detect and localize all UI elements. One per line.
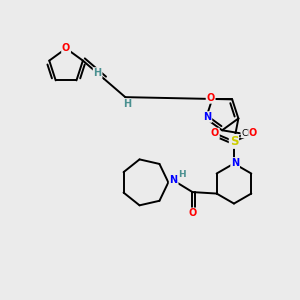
Text: N: N <box>203 112 211 122</box>
Text: O: O <box>249 128 257 139</box>
Text: H: H <box>123 100 131 110</box>
Text: CH₃: CH₃ <box>241 129 258 138</box>
Text: O: O <box>206 93 215 103</box>
Text: N: N <box>169 175 178 185</box>
Text: O: O <box>211 128 219 139</box>
Text: O: O <box>188 208 196 218</box>
Text: N: N <box>231 158 239 168</box>
Text: H: H <box>94 68 102 78</box>
Text: O: O <box>62 43 70 52</box>
Text: H: H <box>178 170 186 179</box>
Text: S: S <box>230 135 238 148</box>
